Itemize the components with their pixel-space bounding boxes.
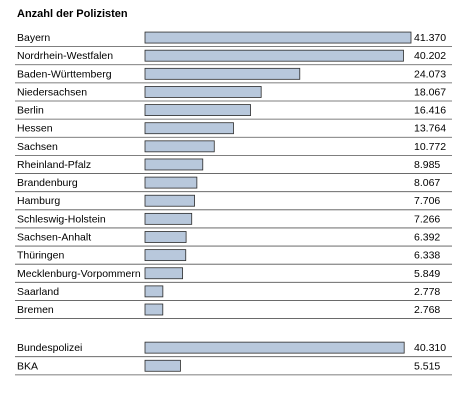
data-label: 5.515 bbox=[414, 360, 440, 372]
category-label: Bayern bbox=[17, 32, 50, 44]
bar bbox=[144, 49, 404, 62]
category-label: Schleswig-Holstein bbox=[17, 213, 106, 225]
category-label: Sachsen-Anhalt bbox=[17, 231, 91, 243]
data-label: 2.778 bbox=[414, 286, 440, 298]
data-label: 5.849 bbox=[414, 268, 440, 280]
bar bbox=[144, 104, 251, 116]
bar bbox=[144, 231, 187, 243]
bar bbox=[144, 86, 262, 98]
bar bbox=[144, 285, 164, 298]
data-label: 7.266 bbox=[414, 213, 440, 225]
bar bbox=[144, 158, 204, 171]
bar bbox=[144, 341, 405, 354]
data-label: 16.416 bbox=[414, 105, 446, 117]
data-label: 8.985 bbox=[414, 159, 440, 171]
data-label: 24.073 bbox=[414, 68, 446, 80]
data-label: 41.370 bbox=[414, 32, 446, 44]
data-label: 40.202 bbox=[414, 50, 446, 62]
category-label: BKA bbox=[17, 360, 38, 372]
data-label: 6.338 bbox=[414, 250, 440, 262]
data-label: 8.067 bbox=[414, 177, 440, 189]
category-label: Hamburg bbox=[17, 195, 60, 207]
data-label: 7.706 bbox=[414, 195, 440, 207]
data-label: 10.772 bbox=[414, 141, 446, 153]
bar bbox=[144, 359, 181, 372]
data-label: 40.310 bbox=[414, 342, 446, 354]
category-label: Saarland bbox=[17, 286, 59, 298]
category-label: Niedersachsen bbox=[17, 86, 87, 98]
bar bbox=[144, 140, 215, 153]
bar bbox=[144, 31, 412, 44]
bar bbox=[144, 67, 301, 80]
category-label: Thüringen bbox=[17, 250, 64, 262]
category-label: Rheinland-Pfalz bbox=[17, 159, 91, 171]
bar bbox=[144, 303, 164, 316]
chart-title: Anzahl der Polizisten bbox=[17, 8, 128, 20]
category-label: Sachsen bbox=[17, 141, 58, 153]
category-label: Nordrhein-Westfalen bbox=[17, 50, 113, 62]
category-label: Bundespolizei bbox=[17, 342, 82, 354]
category-label: Baden-Württemberg bbox=[17, 68, 112, 80]
data-label: 18.067 bbox=[414, 86, 446, 98]
bar bbox=[144, 122, 234, 135]
bar bbox=[144, 194, 195, 207]
data-label: 13.764 bbox=[414, 123, 446, 135]
category-label: Bremen bbox=[17, 304, 54, 316]
bar bbox=[144, 249, 187, 262]
category-label: Hessen bbox=[17, 123, 53, 135]
bar bbox=[144, 267, 184, 280]
data-label: 2.768 bbox=[414, 304, 440, 316]
data-label: 6.392 bbox=[414, 231, 440, 243]
bar bbox=[144, 176, 198, 189]
category-label: Mecklenburg-Vorpommern bbox=[17, 268, 141, 280]
category-label: Brandenburg bbox=[17, 177, 78, 189]
category-label: Berlin bbox=[17, 105, 44, 117]
bar bbox=[144, 212, 193, 225]
